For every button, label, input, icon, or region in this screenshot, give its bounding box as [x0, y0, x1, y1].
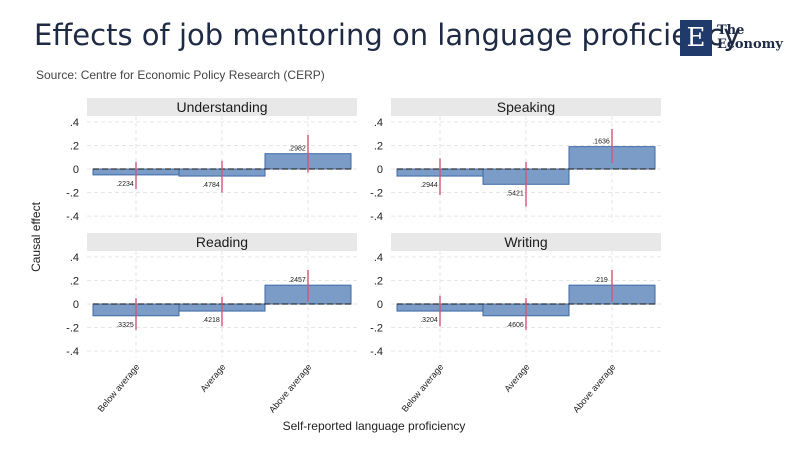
y-tick-label: -.4 — [370, 211, 383, 223]
y-tick-label: -.2 — [370, 323, 383, 335]
data-label: .2944 — [420, 182, 438, 189]
panel-strip — [87, 233, 357, 251]
panel-strip — [391, 233, 661, 251]
data-label: .2234 — [116, 181, 134, 188]
y-axis-title: Causal effect — [29, 201, 43, 271]
data-label: .2457 — [288, 277, 306, 284]
brand-logo: E The Economy — [680, 20, 783, 56]
panel-reading: Reading .4 .2 0 -.2 -.4 .3325 .4218 .2457 Below a… — [66, 233, 357, 415]
logo-mark-icon: E — [680, 20, 712, 56]
panel-title: Writing — [504, 234, 547, 250]
y-tick-label: .2 — [70, 140, 79, 152]
y-tick-label: -.4 — [370, 346, 383, 358]
y-tick-label: 0 — [73, 164, 79, 176]
panel-understanding: Understanding .4 .2 0 -.2 -.4 .2234 .4784 .2982 — [66, 98, 357, 223]
y-tick-label: 0 — [73, 299, 79, 311]
y-tick-label: 0 — [377, 164, 383, 176]
panel-strip — [391, 98, 661, 116]
data-label: .4784 — [202, 182, 220, 189]
y-tick-label: .4 — [70, 252, 79, 264]
y-tick-label: -.4 — [66, 211, 79, 223]
data-label: .1636 — [592, 139, 610, 146]
data-label: .219 — [594, 277, 608, 284]
y-tick-label: -.2 — [66, 323, 79, 335]
x-axis-title: Self-reported language proficiency — [283, 419, 466, 433]
data-label: .5421 — [506, 190, 524, 197]
x-tick-label: Below average — [96, 362, 142, 414]
data-label: .3204 — [420, 317, 438, 324]
x-tick-label: Above average — [571, 362, 618, 415]
y-tick-label: .4 — [374, 252, 383, 264]
panel-title: Reading — [196, 234, 248, 250]
source-note: Source: Centre for Economic Policy Resea… — [36, 68, 325, 82]
logo-line-2: Economy — [717, 37, 783, 52]
y-tick-label: -.2 — [66, 188, 79, 200]
data-label: .3325 — [116, 322, 134, 329]
x-tick-label: Average — [198, 362, 227, 394]
panel-title: Understanding — [176, 99, 267, 115]
y-tick-label: .2 — [374, 275, 383, 287]
panel-strip — [87, 98, 357, 116]
y-tick-label: .2 — [70, 275, 79, 287]
y-tick-label: .4 — [70, 117, 79, 129]
x-tick-label: Average — [502, 362, 531, 394]
y-tick-label: -.4 — [66, 346, 79, 358]
logo-line-1: The — [717, 23, 745, 38]
data-label: .2982 — [288, 146, 306, 153]
y-tick-label: -.2 — [370, 188, 383, 200]
panel-writing: Writing .4 .2 0 -.2 -.4 .3204 .4606 .219 Below av… — [370, 233, 661, 415]
x-tick-label: Below average — [400, 362, 446, 414]
data-label: .4606 — [506, 322, 524, 329]
y-tick-label: .2 — [374, 140, 383, 152]
panel-title: Speaking — [497, 99, 555, 115]
y-tick-label: .4 — [374, 117, 383, 129]
y-tick-label: 0 — [377, 299, 383, 311]
page-title: Effects of job mentoring on language pro… — [34, 18, 741, 52]
logo-wordmark: The Economy — [717, 24, 783, 52]
panel-speaking: Speaking .4 .2 0 -.2 -.4 .2944 .5421 .1636 — [370, 98, 661, 223]
data-label: .4218 — [202, 317, 220, 324]
x-tick-label: Above average — [267, 362, 314, 415]
